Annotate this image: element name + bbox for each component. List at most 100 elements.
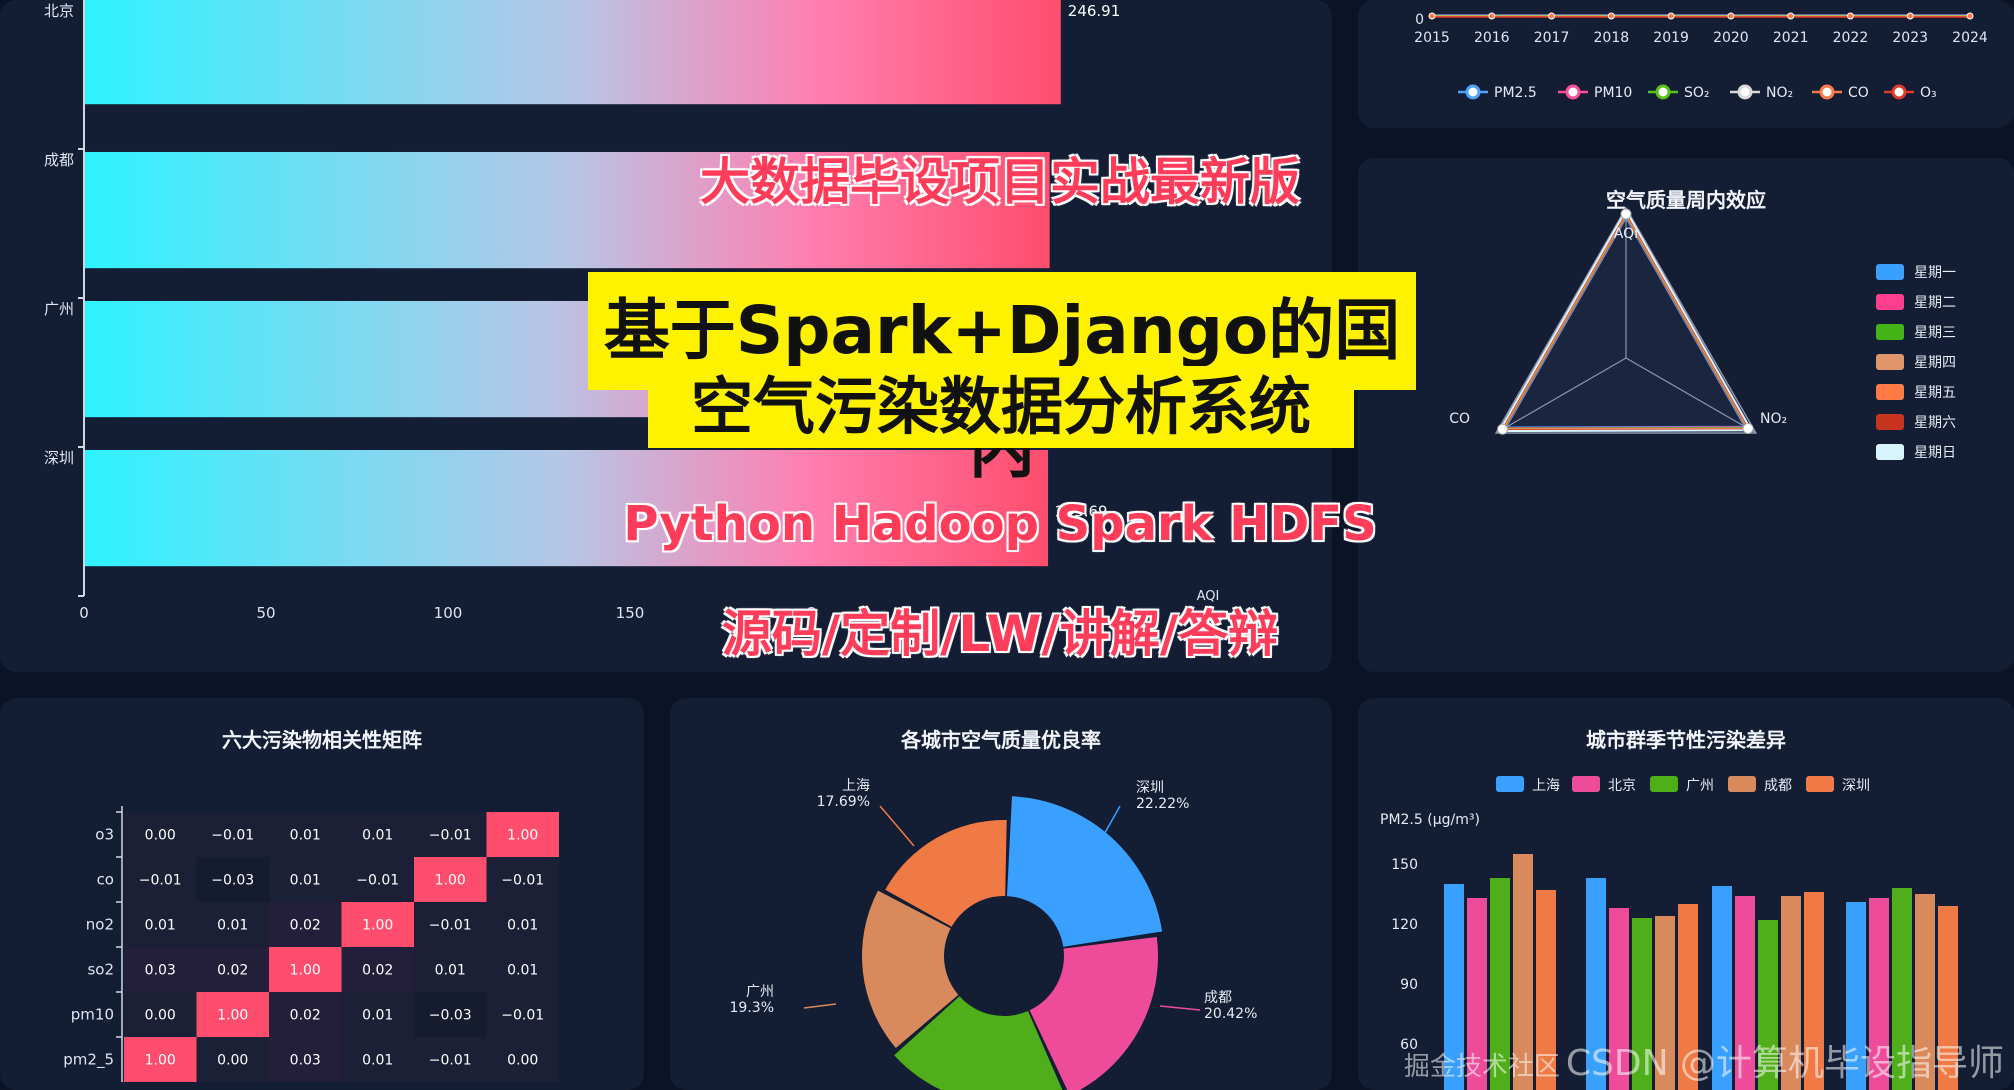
bar-北京	[85, 0, 1061, 105]
heatmap-cell-value: 0.01	[507, 918, 538, 934]
season-bar-上海	[1586, 878, 1606, 1090]
heatmap-cell	[196, 902, 269, 947]
legend-marker-SO₂	[1655, 84, 1671, 100]
data-point	[1906, 12, 1914, 20]
x-tick-label: 2021	[1773, 30, 1809, 46]
heatmap-cell-value: 0.00	[145, 1008, 176, 1024]
legend-marker-O₃	[1891, 84, 1907, 100]
panel-weekly-radar: 空气质量周内效应	[1358, 158, 2014, 672]
legend-label: 深圳	[1842, 778, 1870, 794]
pie-label-value: 17.69%	[817, 794, 870, 810]
radar-title: 空气质量周内效应	[1606, 188, 1766, 212]
heatmap-cell	[486, 992, 559, 1037]
heatmap-cell-value: 0.01	[290, 828, 321, 844]
radar-series-星期日	[1497, 208, 1753, 433]
radar-point	[1742, 423, 1754, 434]
heatmap-cell-value: 0.01	[507, 963, 538, 979]
heatmap-cell-value: 1.00	[507, 828, 538, 844]
pie-slice-成都	[1029, 936, 1158, 1090]
pie-label-name: 广州	[746, 984, 774, 1000]
season-bar-北京	[1735, 896, 1755, 1090]
legend-marker-CO	[1819, 84, 1835, 100]
legend-label: 广州	[1686, 778, 1714, 794]
pie-label-name: 深圳	[1136, 780, 1164, 796]
heatmap-cell	[124, 1037, 197, 1082]
heatmap-cell	[414, 857, 487, 902]
x-tick-label: 2023	[1892, 30, 1928, 46]
x-tick-label: 2016	[1474, 30, 1510, 46]
heatmap-cell-value: −0.01	[501, 1008, 544, 1024]
pie-label-line	[1159, 1005, 1201, 1011]
heatmap-cell-value: 1.00	[145, 1053, 176, 1069]
heatmap-cell-value: −0.01	[356, 873, 399, 889]
heatmap-cell	[341, 1037, 414, 1082]
legend-label: 上海	[1532, 778, 1560, 794]
heatmap-cell-value: 0.01	[362, 828, 393, 844]
heatmap-cell	[414, 1037, 487, 1082]
legend-label: 星期二	[1914, 295, 1956, 311]
data-point	[1727, 12, 1735, 20]
heatmap-cell-value: 0.00	[217, 1053, 248, 1069]
season-bar-广州	[1490, 878, 1510, 1090]
pie-label-value: 22.22%	[1136, 796, 1189, 812]
season-bar-成都	[1781, 896, 1801, 1090]
heatmap-cell-value: 0.00	[145, 828, 176, 844]
heatmap-cell	[414, 812, 487, 857]
pie-slice-广州	[862, 890, 959, 1048]
legend-label: PM2.5	[1494, 85, 1537, 101]
radar-point	[1620, 208, 1632, 220]
heatmap-cell-value: −0.01	[139, 873, 182, 889]
radar-indicator: NO₂	[1760, 411, 1787, 427]
y-axis-label: PM2.5 (μg/m³)	[1380, 812, 1480, 828]
heatmap-cell	[269, 992, 342, 1037]
season-bar-深圳	[1804, 892, 1824, 1090]
y-tick-label: 90	[1400, 977, 1418, 993]
data-point	[1607, 12, 1615, 20]
heatmap-cell	[269, 947, 342, 992]
heatmap-row-label: o3	[95, 826, 114, 844]
data-point	[1787, 12, 1795, 20]
legend-marker-PM2.5	[1465, 84, 1481, 100]
pie-title: 各城市空气质量优良率	[901, 728, 1101, 752]
legend-marker-PM10	[1565, 84, 1581, 100]
legend-label: 星期一	[1914, 265, 1956, 281]
watermark-text: CSDN @计算机毕设指导师	[1565, 1043, 2004, 1084]
radar-axis	[1495, 357, 1627, 434]
bar-成都	[85, 151, 1050, 269]
heatmap-cell-value: 0.01	[290, 873, 321, 889]
heatmap-cell	[341, 947, 414, 992]
y-tick-label: 广州	[44, 300, 74, 318]
legend-swatch-北京	[1572, 776, 1600, 792]
x-axis-label: AQI	[1197, 589, 1220, 604]
y-tick-label: 120	[1391, 917, 1418, 933]
heatmap-cell	[486, 902, 559, 947]
season-bar-成都	[1655, 916, 1675, 1090]
data-point	[1488, 12, 1496, 20]
heatmap-cell-value: 0.00	[507, 1053, 538, 1069]
heatmap-cell	[269, 1037, 342, 1082]
legend-label: NO₂	[1766, 85, 1793, 101]
heatmap-cell	[486, 857, 559, 902]
heatmap-cell	[124, 902, 197, 947]
legend-label: 星期五	[1914, 385, 1956, 401]
heatmap-cell	[269, 902, 342, 947]
data-point	[1846, 12, 1854, 20]
legend-swatch-星期三	[1876, 324, 1904, 340]
pie-label-name: 成都	[1204, 990, 1232, 1006]
x-tick-label: 50	[256, 604, 275, 622]
season-bar-深圳	[1938, 906, 1958, 1090]
csdn-watermark: 掘金技术社区 CSDN @计算机毕设指导师	[1404, 1034, 2004, 1086]
x-tick-label: 150	[616, 604, 645, 622]
y-tick-label: 60	[1400, 1037, 1418, 1053]
radar-axis	[1625, 357, 1757, 434]
correlation-heatmap: o3 0.00 −0.01 0.01 0.01 −0.01 1.00 co −0.01 −0.03…	[63, 806, 559, 1082]
heatmap-row-label: pm10	[71, 1006, 114, 1024]
radar-indicator: AQI	[1614, 226, 1638, 242]
panel-yearly-trend	[1358, 0, 2014, 128]
pie-slice-深圳	[1006, 796, 1163, 947]
season-bar-北京	[1467, 898, 1487, 1090]
promo-services: 源码/定制/LW/讲解/答辩	[721, 605, 1279, 663]
season-bar-广州	[1758, 920, 1778, 1090]
